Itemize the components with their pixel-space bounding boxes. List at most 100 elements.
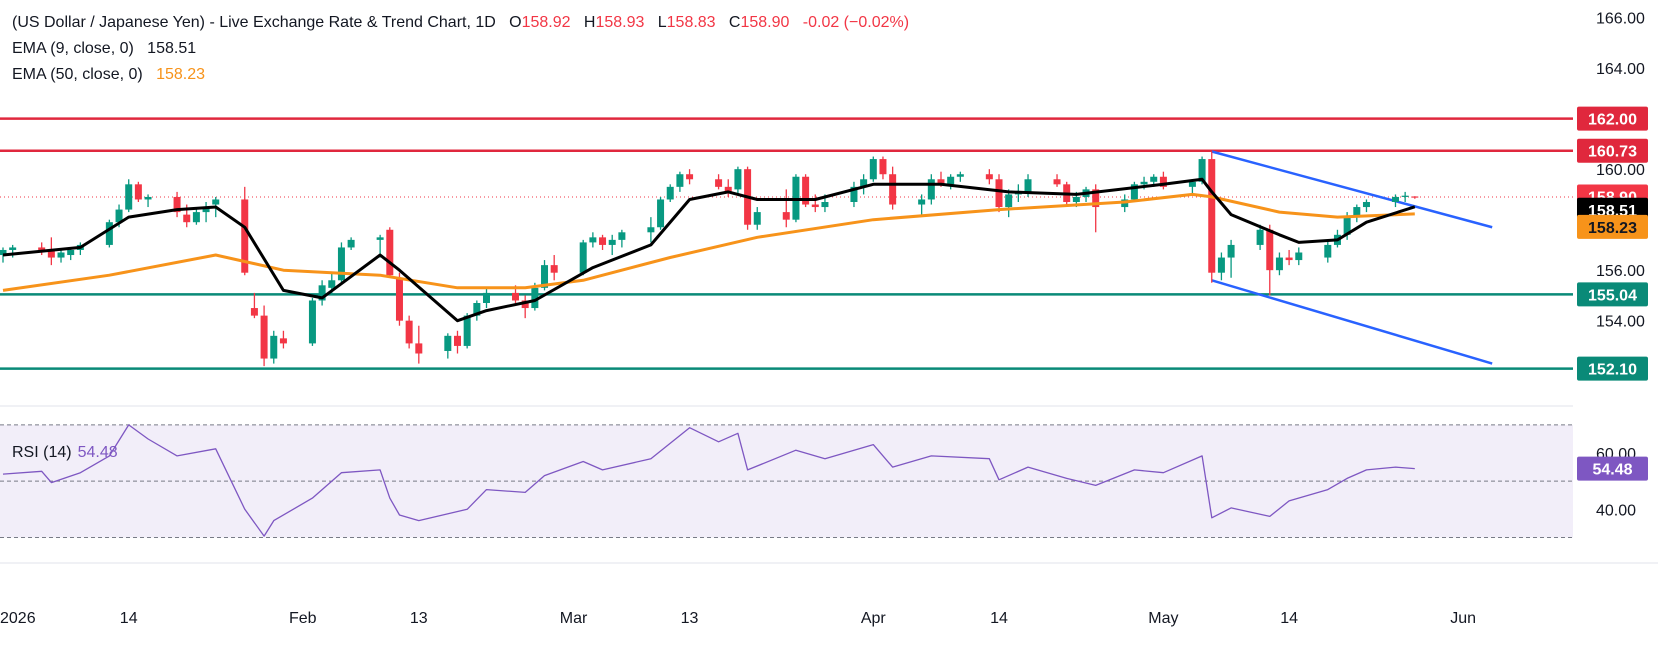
low-label: L	[657, 14, 667, 31]
candle-down	[782, 212, 790, 220]
close-label: C	[728, 14, 741, 31]
candle-down	[453, 335, 461, 346]
candle-up	[618, 232, 626, 240]
candle-up	[1256, 229, 1264, 245]
change-value: -0.02 (−0.02%)	[802, 14, 910, 31]
candle-up	[1005, 194, 1013, 208]
candle-up	[579, 242, 587, 273]
ema9-label: EMA (9, close, 0)	[12, 40, 134, 57]
ema50-label: EMA (50, close, 0)	[12, 66, 143, 83]
candle-up	[927, 179, 935, 200]
candle-up	[0, 249, 7, 256]
ema50-legend-row[interactable]: EMA (50, close, 0) 158.23	[12, 62, 909, 88]
candle-down	[937, 179, 945, 185]
candle-up	[270, 335, 278, 359]
candle-down	[1411, 196, 1419, 198]
candle-down	[386, 229, 394, 276]
candle-up	[608, 239, 616, 245]
support-level-badge	[1577, 282, 1648, 307]
candle-up	[647, 227, 655, 233]
time-axis-tick-label: Jun	[1450, 610, 1476, 627]
chart-title: (US Dollar / Japanese Yen) - Live Exchan…	[12, 14, 496, 31]
price-axis-tick-label: 160.00	[1596, 162, 1645, 179]
support-level-badge	[1577, 356, 1648, 381]
candle-up	[202, 207, 210, 213]
time-axis-tick-label: 13	[681, 610, 699, 627]
candle-down	[1053, 179, 1061, 185]
candle-up	[337, 247, 345, 281]
open-label: O	[509, 14, 522, 31]
candle-down	[134, 184, 142, 200]
candle-down	[985, 174, 993, 180]
time-axis-tick-label: 14	[120, 610, 138, 627]
candle-up	[192, 212, 200, 223]
candle-down	[1092, 189, 1100, 208]
candle-up	[541, 265, 549, 288]
time-axis-tick-label: 14	[990, 610, 1008, 627]
ema50-line	[2, 192, 1415, 292]
chart-legend: (US Dollar / Japanese Yen) - Live Exchan…	[12, 10, 909, 88]
candle-up	[125, 184, 133, 210]
price-axis-tick-label: 154.00	[1596, 314, 1645, 331]
time-axis-tick-label: 13	[410, 610, 428, 627]
time-axis-tick-label: Mar	[560, 610, 588, 627]
candle-up	[318, 285, 326, 301]
price-axis-tick-label: 164.00	[1596, 61, 1645, 78]
candle-up	[1024, 179, 1032, 192]
candle-up	[9, 247, 17, 250]
candle-up	[1150, 176, 1158, 182]
candle-down	[405, 320, 413, 344]
candle-down	[173, 196, 181, 213]
rsi-value-badge-label: 54.48	[1592, 462, 1632, 479]
candle-up	[1362, 202, 1370, 208]
candle-up	[860, 179, 868, 187]
candle-down	[241, 199, 249, 273]
rsi-legend[interactable]: RSI (14) 54.48	[12, 444, 118, 462]
ema50-value: 158.23	[156, 66, 205, 83]
candle-up	[657, 199, 665, 228]
candle-up	[850, 186, 858, 202]
candle-down	[724, 186, 732, 192]
candle-down	[38, 247, 46, 250]
candle-up	[1401, 195, 1409, 197]
ema9-legend-row[interactable]: EMA (9, close, 0) 158.51	[12, 36, 909, 62]
candle-down	[1159, 176, 1167, 187]
candle-up	[57, 252, 65, 258]
rsi-line	[2, 424, 1415, 537]
candle-up	[1130, 184, 1138, 200]
low-value: 158.83	[666, 14, 716, 31]
ema50-price-badge-label: 158.23	[1588, 220, 1637, 237]
candle-up	[1198, 159, 1206, 182]
candle-up	[1217, 257, 1225, 273]
candle-down	[550, 265, 558, 273]
time-axis-tick-label: May	[1148, 610, 1178, 627]
candle-up	[589, 237, 597, 243]
candle-up	[473, 303, 481, 316]
candle-up	[463, 315, 471, 346]
candle-up	[666, 186, 674, 200]
candle-up	[734, 169, 742, 190]
high-label: H	[583, 14, 596, 31]
time-axis-tick-label: 14	[1280, 610, 1298, 627]
candle-down	[521, 300, 529, 309]
candle-up	[821, 202, 829, 208]
candle-down	[47, 249, 55, 258]
candle-up	[869, 159, 877, 180]
candle-up	[1391, 196, 1399, 202]
candle-up	[444, 335, 452, 351]
candle-down	[1285, 257, 1293, 261]
channel-lower-line	[1211, 279, 1493, 365]
candle-up	[1227, 244, 1235, 258]
candle-up	[918, 199, 926, 205]
rsi-label: RSI (14)	[12, 444, 72, 461]
candle-up	[483, 292, 490, 303]
candle-up	[1353, 207, 1361, 218]
candle-down	[250, 308, 258, 316]
ema9-line	[2, 177, 1416, 323]
time-axis-tick-label: Apr	[861, 610, 887, 627]
resistance-level-badge	[1577, 138, 1648, 163]
price-axis-tick-label: 156.00	[1596, 263, 1645, 280]
candle-up	[1072, 196, 1080, 202]
